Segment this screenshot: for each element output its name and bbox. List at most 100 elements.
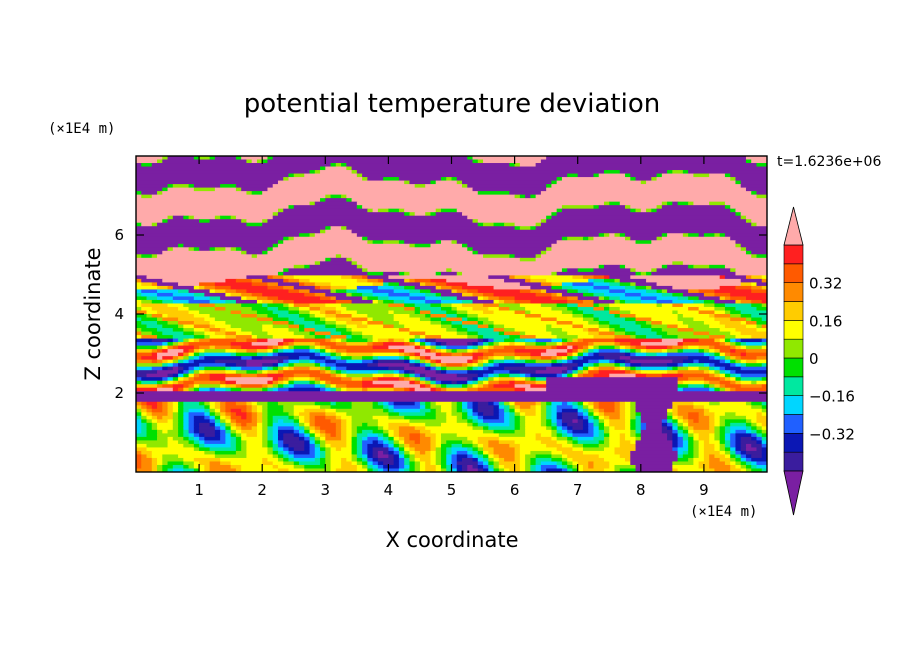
contour-cell [709, 314, 716, 319]
contour-cell [341, 163, 347, 168]
contour-cell [272, 184, 416, 189]
contour-cell [404, 299, 426, 305]
contour-cell [372, 468, 379, 472]
contour-cell [540, 159, 747, 164]
contour-cell [593, 363, 600, 368]
contour-cell [724, 310, 731, 315]
contour-cell [540, 408, 547, 413]
contour-cell [325, 464, 332, 470]
contour-cell [362, 356, 374, 361]
contour-cell [383, 342, 405, 347]
contour-cell [588, 370, 600, 375]
contour-cell [582, 405, 589, 410]
contour-cell [630, 342, 642, 347]
contour-cell [451, 401, 458, 406]
contour-cell [598, 324, 610, 329]
contour-cell [341, 254, 484, 259]
contour-cell [672, 303, 684, 308]
contour-cell [246, 412, 253, 417]
contour-cell [346, 349, 400, 354]
contour-cell [551, 454, 563, 459]
contour-cell [351, 461, 358, 466]
contour-cell [136, 261, 316, 266]
contour-cell [256, 408, 263, 413]
contour-cell [325, 454, 332, 459]
contour-cell [667, 370, 679, 375]
contour-cell [472, 247, 547, 252]
contour-cell [199, 303, 216, 308]
contour-cell [193, 366, 200, 371]
colorbar-band [783, 320, 804, 340]
contour-cell [467, 380, 474, 385]
contour-cell [178, 370, 184, 375]
contour-cell [504, 405, 510, 410]
contour-cell [567, 422, 584, 427]
contour-cell [356, 310, 389, 315]
contour-cell [472, 306, 489, 312]
contour-cell [477, 314, 526, 319]
contour-cell [625, 436, 637, 441]
chart-title: potential temperature deviation [244, 89, 660, 119]
contour-cell [456, 415, 463, 420]
contour-cell [530, 405, 537, 410]
contour-cell [430, 457, 437, 463]
contour-cell [488, 338, 495, 343]
contour-cell [277, 387, 290, 392]
contour-cell [404, 285, 416, 291]
contour-cell [262, 219, 269, 224]
contour-cell [351, 317, 368, 322]
contour-cell [320, 447, 326, 452]
contour-cell [619, 314, 637, 319]
contour-cell [309, 422, 316, 427]
contour-cell [414, 461, 421, 466]
contour-cell [288, 412, 295, 417]
contour-cell [651, 317, 679, 322]
contour-cell [709, 335, 726, 340]
contour-cell [561, 408, 579, 413]
contour-cell [151, 194, 326, 199]
contour-cell [304, 447, 311, 452]
contour-cell [735, 345, 742, 350]
x-tick-label: 8 [636, 481, 646, 499]
contour-cell [483, 461, 489, 466]
contour-cell [283, 208, 368, 213]
contour-cell [572, 461, 579, 466]
contour-cell [572, 370, 579, 375]
contour-cell [451, 352, 463, 357]
contour-cell [456, 457, 463, 463]
contour-cell [262, 159, 269, 164]
contour-cell [462, 440, 474, 445]
contour-cell [751, 454, 763, 459]
contour-cell [235, 384, 242, 389]
contour-cell [714, 436, 721, 441]
contour-cell [709, 461, 726, 466]
contour-cell [493, 464, 500, 470]
contour-cell [146, 443, 169, 449]
contour-cell [188, 436, 195, 441]
contour-cell [677, 440, 684, 445]
contour-cell [167, 184, 174, 189]
contour-cell [625, 366, 631, 371]
contour-cell [609, 443, 621, 449]
contour-cell [309, 349, 316, 354]
contour-cell [551, 363, 563, 368]
contour-cell [598, 405, 616, 410]
contour-cell [362, 268, 368, 273]
contour-cell [430, 342, 437, 347]
contour-cell [388, 345, 416, 350]
contour-cell [661, 328, 679, 333]
contour-cell [299, 314, 311, 319]
contour-cell [199, 363, 226, 368]
contour-cell [172, 359, 179, 364]
contour-cell [667, 363, 679, 368]
contour-cell [546, 422, 553, 427]
contour-cell [525, 278, 531, 283]
contour-cell [472, 250, 479, 255]
contour-cell [157, 285, 169, 291]
contour-cell [209, 324, 216, 329]
contour-cell [504, 338, 516, 343]
contour-cell [525, 457, 531, 463]
contour-cell [188, 440, 195, 445]
contour-cell [188, 356, 195, 361]
contour-cell [193, 338, 200, 343]
